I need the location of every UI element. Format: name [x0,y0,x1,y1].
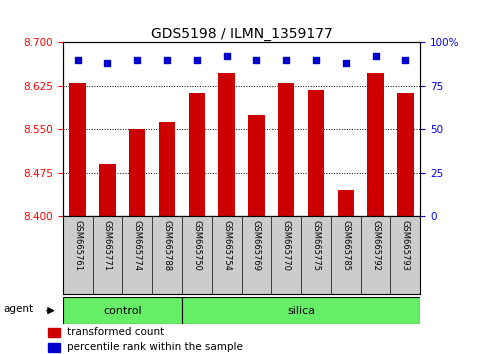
Text: GSM665774: GSM665774 [133,220,142,271]
Text: GSM665792: GSM665792 [371,220,380,271]
Text: GSM665788: GSM665788 [163,220,171,271]
Bar [218,73,235,216]
Point [372,53,380,59]
Bar [129,129,145,216]
Title: GDS5198 / ILMN_1359177: GDS5198 / ILMN_1359177 [151,28,332,41]
Text: GSM665750: GSM665750 [192,220,201,271]
Bar [397,93,413,216]
Point [74,57,82,63]
Point [163,57,171,63]
Text: GSM665793: GSM665793 [401,220,410,271]
Bar [278,83,294,216]
Point [193,57,201,63]
Point [253,57,260,63]
Text: GSM665771: GSM665771 [103,220,112,271]
Bar [70,83,86,216]
Text: GSM665769: GSM665769 [252,220,261,271]
Bar [99,164,115,216]
Point [223,53,230,59]
Point [104,61,112,66]
Text: GSM665761: GSM665761 [73,220,82,271]
Text: percentile rank within the sample: percentile rank within the sample [68,342,243,352]
Text: GSM665775: GSM665775 [312,220,320,271]
Point [401,57,409,63]
Point [133,57,141,63]
Bar [338,190,354,216]
Point [312,57,320,63]
Text: GSM665785: GSM665785 [341,220,350,271]
Bar [182,297,420,324]
Bar [159,122,175,216]
Point [342,61,350,66]
Point [282,57,290,63]
Text: transformed count: transformed count [68,327,165,337]
Text: agent: agent [3,304,33,314]
Text: silica: silica [287,306,315,316]
Bar [48,327,60,337]
Bar [48,343,60,352]
Bar [368,73,384,216]
Bar [248,115,265,216]
Bar [308,90,324,216]
Text: GSM665770: GSM665770 [282,220,291,271]
Bar [189,93,205,216]
Bar [63,297,182,324]
Text: control: control [103,306,142,316]
Text: GSM665754: GSM665754 [222,220,231,271]
